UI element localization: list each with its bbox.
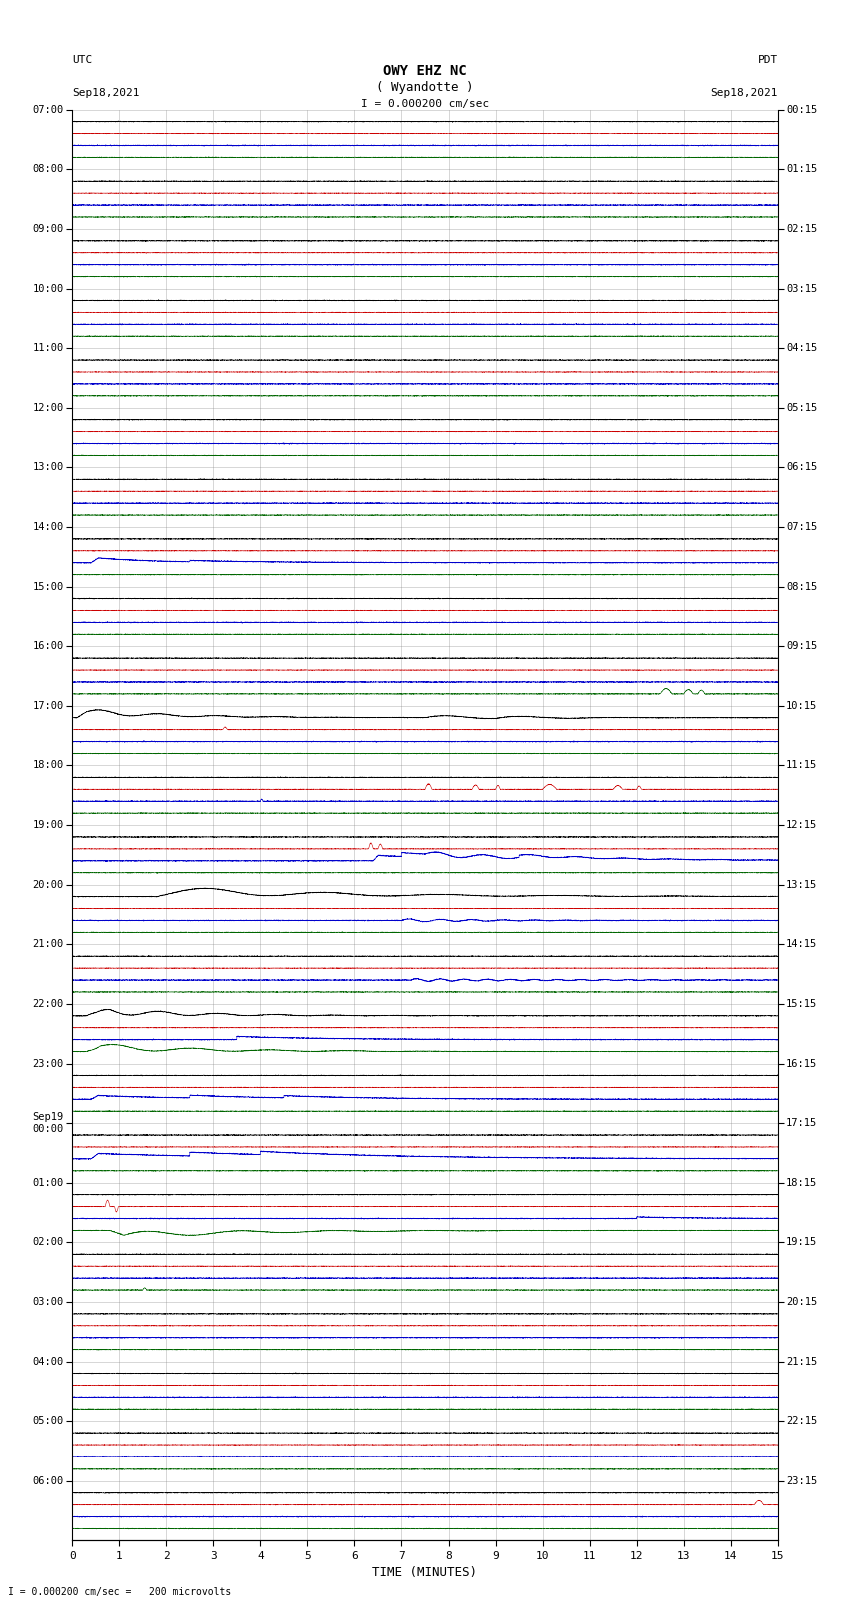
Text: I = 0.000200 cm/sec: I = 0.000200 cm/sec — [361, 100, 489, 110]
Text: UTC: UTC — [72, 55, 93, 65]
Text: OWY EHZ NC: OWY EHZ NC — [383, 65, 467, 79]
Text: ( Wyandotte ): ( Wyandotte ) — [377, 81, 473, 94]
Text: Sep18,2021: Sep18,2021 — [72, 89, 139, 98]
Text: I = 0.000200 cm/sec =   200 microvolts: I = 0.000200 cm/sec = 200 microvolts — [8, 1587, 232, 1597]
Text: Sep18,2021: Sep18,2021 — [711, 89, 778, 98]
X-axis label: TIME (MINUTES): TIME (MINUTES) — [372, 1566, 478, 1579]
Text: PDT: PDT — [757, 55, 778, 65]
